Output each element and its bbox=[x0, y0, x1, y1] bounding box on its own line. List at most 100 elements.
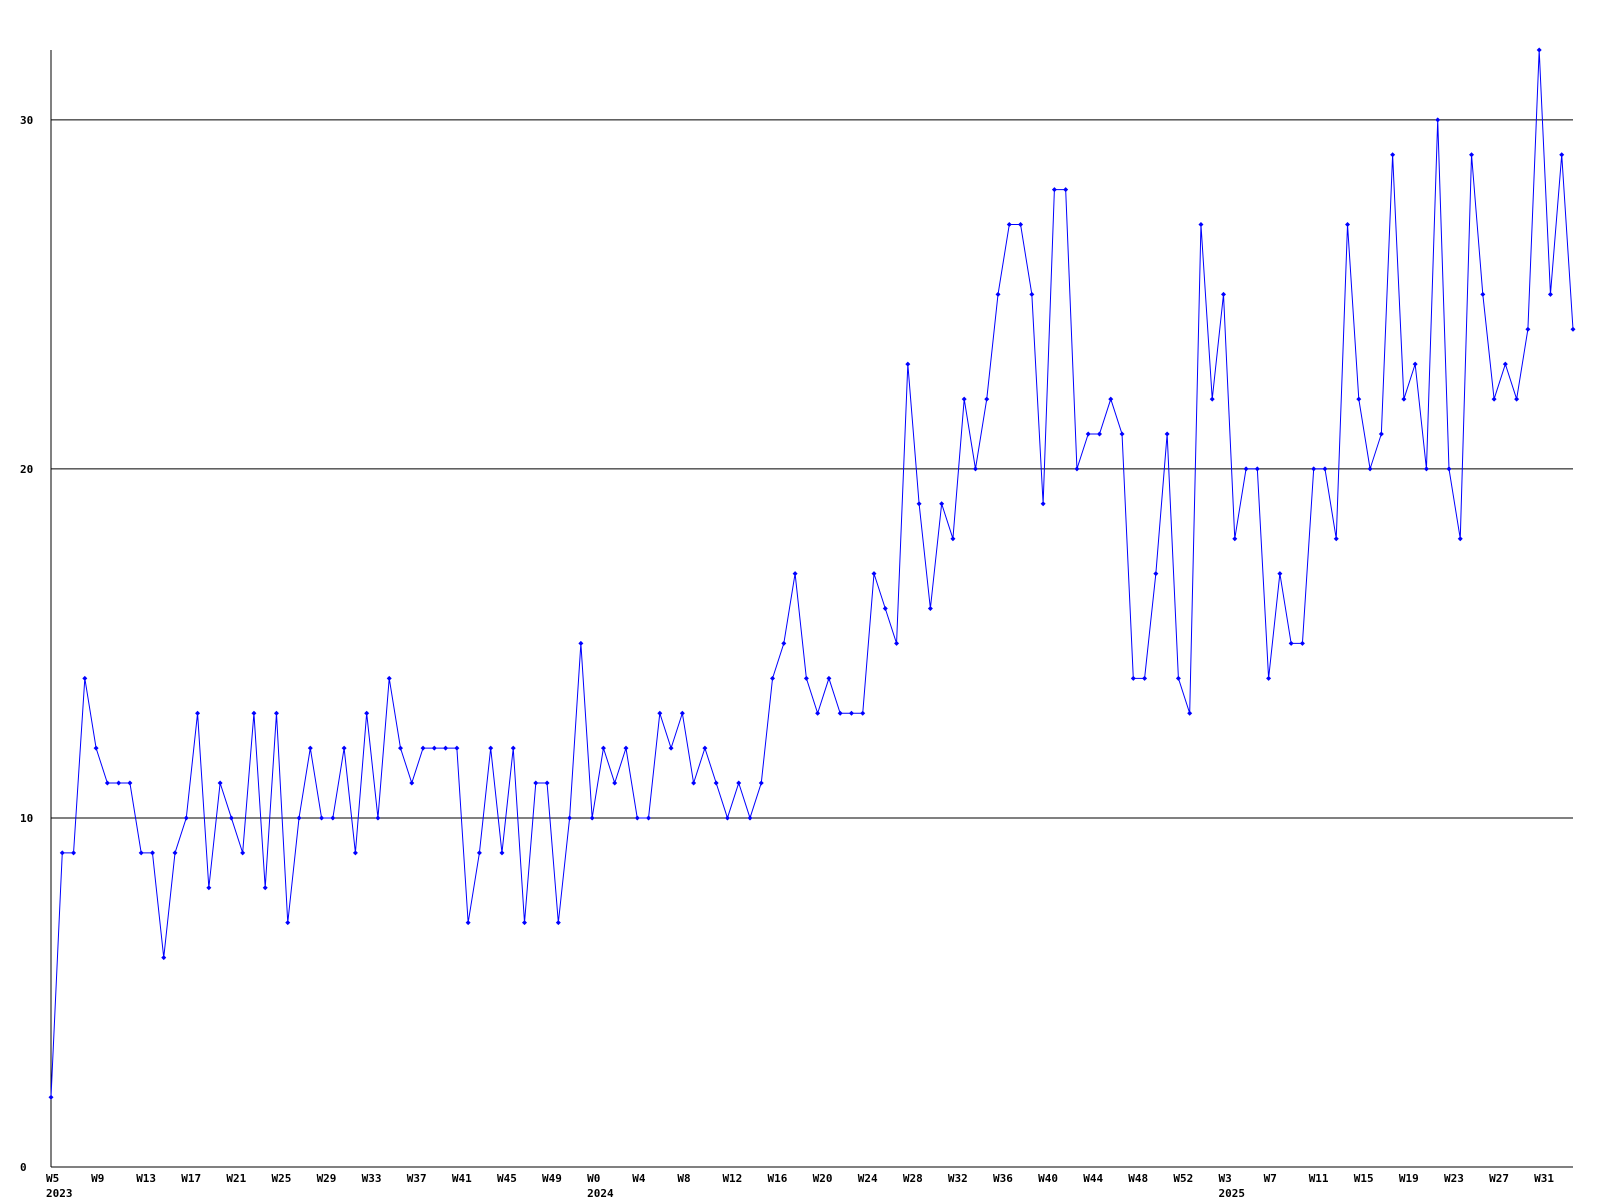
point bbox=[116, 780, 122, 786]
point bbox=[319, 815, 325, 821]
point bbox=[1333, 536, 1339, 542]
x-tick-label: W19 bbox=[1399, 1172, 1419, 1185]
point bbox=[860, 710, 866, 716]
x-year-label: 2025 bbox=[1219, 1187, 1246, 1200]
point bbox=[1243, 466, 1249, 472]
point bbox=[1119, 431, 1125, 437]
point bbox=[848, 710, 854, 716]
point bbox=[1018, 222, 1024, 228]
point bbox=[522, 920, 528, 926]
x-tick-label: W21 bbox=[226, 1172, 246, 1185]
point bbox=[668, 745, 674, 751]
point bbox=[1006, 222, 1012, 228]
point bbox=[1491, 396, 1497, 402]
point bbox=[770, 675, 776, 681]
x-tick-label: W44 bbox=[1083, 1172, 1103, 1185]
point bbox=[93, 745, 99, 751]
point bbox=[1175, 675, 1181, 681]
point bbox=[454, 745, 460, 751]
point bbox=[499, 850, 505, 856]
x-tick-label: W31 bbox=[1534, 1172, 1554, 1185]
x-tick-label: W27 bbox=[1489, 1172, 1509, 1185]
x-year-label: 2023 bbox=[46, 1187, 73, 1200]
point bbox=[71, 850, 77, 856]
point bbox=[1108, 396, 1114, 402]
point bbox=[724, 815, 730, 821]
point bbox=[1514, 396, 1520, 402]
point bbox=[894, 640, 900, 646]
point bbox=[59, 850, 65, 856]
point bbox=[1029, 291, 1035, 297]
point bbox=[927, 606, 933, 611]
point bbox=[352, 850, 358, 856]
x-tick-label: W16 bbox=[768, 1172, 788, 1185]
point bbox=[1221, 291, 1227, 297]
x-year-label: 2024 bbox=[587, 1187, 614, 1200]
point bbox=[871, 571, 877, 577]
x-tick-label: W49 bbox=[542, 1172, 562, 1185]
point bbox=[758, 780, 764, 786]
point bbox=[217, 780, 223, 786]
point bbox=[1063, 187, 1069, 193]
point bbox=[736, 780, 742, 786]
point bbox=[465, 920, 471, 926]
point bbox=[1322, 466, 1328, 472]
point bbox=[1480, 291, 1486, 297]
x-tick-label: W3 bbox=[1219, 1172, 1232, 1185]
point bbox=[578, 640, 584, 646]
y-tick-label: 20 bbox=[20, 463, 33, 476]
point bbox=[939, 501, 945, 507]
x-tick-label: W40 bbox=[1038, 1172, 1058, 1185]
point bbox=[634, 815, 640, 821]
x-tick-label: W11 bbox=[1309, 1172, 1329, 1185]
point bbox=[747, 815, 753, 821]
point bbox=[1423, 466, 1429, 472]
point bbox=[183, 815, 189, 821]
point bbox=[1051, 187, 1057, 193]
point bbox=[972, 466, 978, 472]
point bbox=[240, 850, 246, 856]
point bbox=[251, 710, 257, 716]
point bbox=[623, 745, 629, 751]
point bbox=[882, 606, 888, 611]
point bbox=[443, 745, 449, 751]
point bbox=[420, 745, 426, 751]
point bbox=[657, 710, 663, 716]
x-tick-label: W4 bbox=[632, 1172, 646, 1185]
point bbox=[1367, 466, 1373, 472]
point bbox=[1209, 396, 1215, 402]
point bbox=[1525, 326, 1531, 332]
point bbox=[984, 396, 990, 402]
x-tick-label: W13 bbox=[136, 1172, 156, 1185]
point bbox=[1390, 152, 1396, 158]
point bbox=[273, 710, 279, 716]
point bbox=[1559, 152, 1565, 158]
point bbox=[612, 780, 618, 786]
point bbox=[1345, 222, 1351, 228]
point bbox=[1502, 361, 1508, 367]
y-tick-label: 0 bbox=[20, 1161, 27, 1174]
point bbox=[476, 850, 482, 856]
point bbox=[702, 745, 708, 751]
point bbox=[397, 745, 403, 751]
point bbox=[161, 955, 167, 961]
x-tick-label: W7 bbox=[1264, 1172, 1277, 1185]
point bbox=[1435, 117, 1441, 123]
point bbox=[127, 780, 133, 786]
point bbox=[195, 710, 201, 716]
x-tick-label: W32 bbox=[948, 1172, 968, 1185]
point bbox=[803, 675, 809, 681]
point bbox=[1536, 47, 1542, 53]
x-tick-label: W29 bbox=[317, 1172, 337, 1185]
point bbox=[330, 815, 336, 821]
x-tick-label: W20 bbox=[813, 1172, 833, 1185]
point bbox=[600, 745, 606, 751]
point bbox=[1085, 431, 1091, 437]
y-tick-label: 30 bbox=[20, 114, 33, 127]
point bbox=[510, 745, 516, 751]
point bbox=[826, 675, 832, 681]
x-tick-label: W23 bbox=[1444, 1172, 1464, 1185]
x-tick-label: W24 bbox=[858, 1172, 878, 1185]
point bbox=[1164, 431, 1170, 437]
